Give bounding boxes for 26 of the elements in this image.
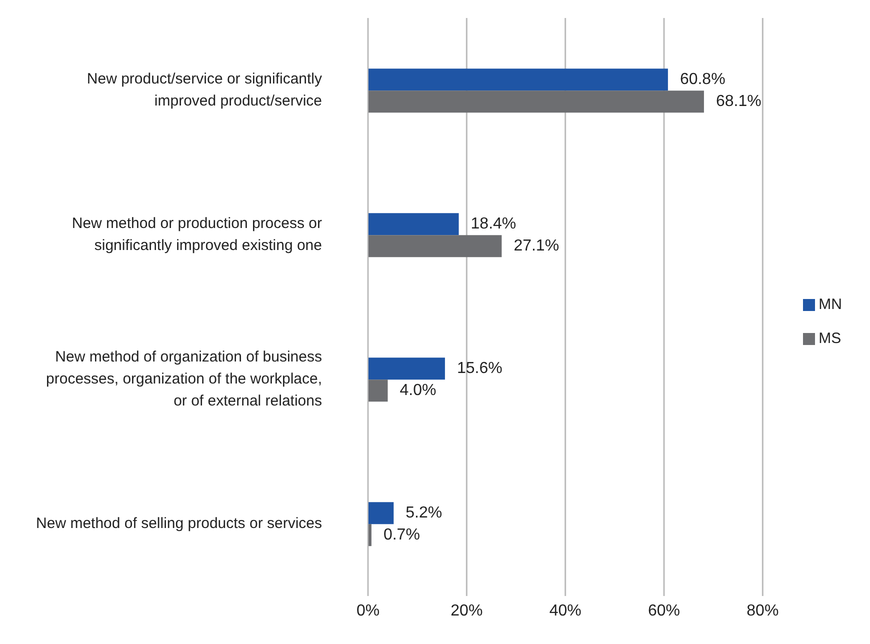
x-tick-label: 60% bbox=[648, 602, 680, 620]
y-tick-label: New method or production process or significantly improved existing one bbox=[72, 214, 322, 254]
data-label: 60.8% bbox=[680, 70, 726, 88]
bar bbox=[368, 358, 445, 380]
data-label: 15.6% bbox=[456, 360, 502, 377]
x-tick-label: 0% bbox=[356, 602, 380, 620]
data-label: 4.0% bbox=[400, 382, 436, 399]
bar bbox=[368, 213, 459, 236]
bar bbox=[368, 380, 388, 402]
data-label: 68.1% bbox=[716, 92, 762, 110]
bar bbox=[368, 235, 502, 258]
legend-label: MS bbox=[818, 330, 842, 347]
data-label: 27.1% bbox=[514, 237, 560, 254]
x-tick-label: 40% bbox=[549, 602, 582, 620]
data-label: 0.7% bbox=[383, 526, 420, 544]
bar bbox=[368, 502, 394, 524]
legend-label: MN bbox=[818, 296, 842, 313]
bar bbox=[368, 90, 704, 113]
data-label: 18.4% bbox=[470, 215, 516, 232]
x-tick-label: 80% bbox=[746, 602, 779, 620]
y-tick-label: New method of selling products or services bbox=[36, 514, 322, 532]
data-label: 5.2% bbox=[406, 504, 442, 522]
bar bbox=[368, 68, 668, 91]
y-tick-label: New product/service or significantly improved product/service bbox=[86, 70, 322, 110]
x-tick-label: 20% bbox=[450, 602, 483, 620]
y-tick-label: New method of organization of business processes, organization of the workplace, or of external relations bbox=[46, 348, 322, 410]
